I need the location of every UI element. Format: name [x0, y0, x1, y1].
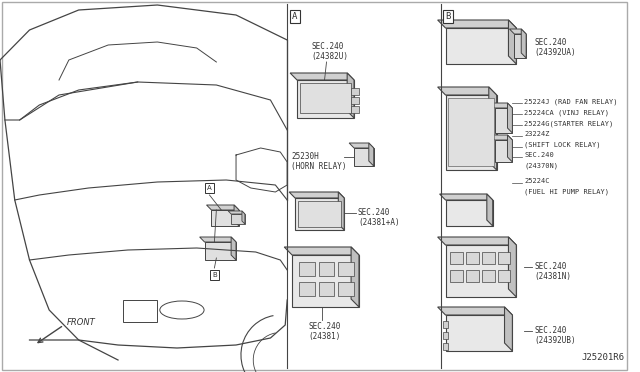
- Polygon shape: [290, 73, 354, 80]
- Bar: [299, 262, 315, 276]
- Polygon shape: [339, 192, 344, 230]
- Polygon shape: [445, 245, 516, 297]
- Polygon shape: [351, 247, 359, 307]
- Polygon shape: [354, 148, 374, 166]
- Text: J25201R6: J25201R6: [582, 353, 625, 362]
- Bar: [482, 252, 495, 264]
- Bar: [443, 332, 449, 339]
- Bar: [298, 201, 341, 227]
- Polygon shape: [521, 29, 526, 58]
- Polygon shape: [349, 143, 374, 148]
- Text: (24392UB): (24392UB): [534, 336, 575, 345]
- Text: (FUEL HI PUMP RELAY): (FUEL HI PUMP RELAY): [524, 188, 609, 195]
- Bar: [319, 282, 334, 296]
- Bar: [449, 98, 493, 166]
- Polygon shape: [438, 237, 516, 245]
- Text: SEC.240: SEC.240: [309, 322, 341, 331]
- Bar: [339, 262, 354, 276]
- Polygon shape: [508, 135, 513, 162]
- Bar: [498, 252, 511, 264]
- Polygon shape: [490, 103, 513, 108]
- Bar: [451, 252, 463, 264]
- Text: 25224CA (VINJ RELAY): 25224CA (VINJ RELAY): [524, 109, 609, 115]
- Text: 23224Z: 23224Z: [524, 131, 550, 137]
- Text: SEC.240: SEC.240: [534, 326, 566, 335]
- Polygon shape: [438, 87, 497, 95]
- Text: SEC.240: SEC.240: [524, 152, 554, 158]
- Polygon shape: [504, 307, 513, 351]
- Polygon shape: [438, 307, 513, 315]
- Polygon shape: [289, 192, 344, 198]
- Polygon shape: [440, 194, 493, 200]
- Polygon shape: [369, 143, 374, 166]
- Text: B: B: [445, 12, 451, 21]
- Text: 25224G(STARTER RELAY): 25224G(STARTER RELAY): [524, 120, 614, 126]
- Polygon shape: [445, 95, 497, 170]
- Bar: [351, 97, 359, 104]
- Polygon shape: [242, 211, 245, 224]
- Polygon shape: [292, 255, 359, 307]
- Bar: [351, 106, 359, 113]
- Bar: [482, 270, 495, 282]
- Text: A: A: [207, 185, 212, 191]
- Polygon shape: [490, 135, 513, 140]
- Polygon shape: [515, 34, 526, 58]
- Polygon shape: [487, 194, 493, 226]
- Bar: [351, 88, 359, 95]
- Polygon shape: [228, 211, 245, 214]
- Bar: [451, 270, 463, 282]
- Polygon shape: [445, 28, 516, 64]
- Polygon shape: [205, 242, 236, 260]
- Text: A: A: [292, 12, 298, 21]
- Polygon shape: [284, 247, 359, 255]
- Polygon shape: [508, 20, 516, 64]
- Text: SEC.240: SEC.240: [312, 42, 344, 51]
- Polygon shape: [207, 205, 239, 210]
- Bar: [299, 282, 315, 296]
- Bar: [123, 300, 157, 322]
- Text: (24381N): (24381N): [534, 272, 571, 281]
- Bar: [300, 83, 351, 113]
- Bar: [466, 270, 479, 282]
- Bar: [339, 282, 354, 296]
- Polygon shape: [231, 214, 245, 224]
- Text: 25224C: 25224C: [524, 178, 550, 184]
- Bar: [319, 262, 334, 276]
- Polygon shape: [508, 237, 516, 297]
- Text: SEC.240: SEC.240: [358, 208, 390, 217]
- Text: (24370N): (24370N): [524, 162, 558, 169]
- Polygon shape: [489, 87, 497, 170]
- Text: FRONT: FRONT: [67, 318, 95, 327]
- Polygon shape: [200, 237, 236, 242]
- Text: 25224J (RAD FAN RELAY): 25224J (RAD FAN RELAY): [524, 98, 618, 105]
- Bar: [443, 321, 449, 328]
- Polygon shape: [297, 80, 354, 118]
- Polygon shape: [211, 210, 239, 226]
- Text: 25230H: 25230H: [291, 152, 319, 161]
- Text: SEC.240: SEC.240: [534, 262, 566, 271]
- Polygon shape: [495, 108, 513, 133]
- Polygon shape: [509, 29, 526, 34]
- Text: B: B: [212, 272, 217, 278]
- Bar: [498, 270, 511, 282]
- Polygon shape: [495, 140, 513, 162]
- Bar: [443, 343, 449, 350]
- Polygon shape: [508, 103, 513, 133]
- Text: (24381+A): (24381+A): [358, 218, 399, 227]
- Text: (24382U): (24382U): [312, 52, 349, 61]
- Polygon shape: [234, 205, 239, 226]
- Polygon shape: [445, 315, 513, 351]
- Text: (SHIFT LOCK RELAY): (SHIFT LOCK RELAY): [524, 141, 601, 148]
- Text: (24392UA): (24392UA): [534, 48, 575, 57]
- Polygon shape: [438, 20, 516, 28]
- Text: (HORN RELAY): (HORN RELAY): [291, 162, 347, 171]
- Polygon shape: [231, 237, 236, 260]
- Bar: [466, 252, 479, 264]
- Polygon shape: [445, 200, 493, 226]
- Polygon shape: [347, 73, 354, 118]
- Text: (24381): (24381): [309, 332, 341, 341]
- Polygon shape: [295, 198, 344, 230]
- Text: SEC.240: SEC.240: [534, 38, 566, 47]
